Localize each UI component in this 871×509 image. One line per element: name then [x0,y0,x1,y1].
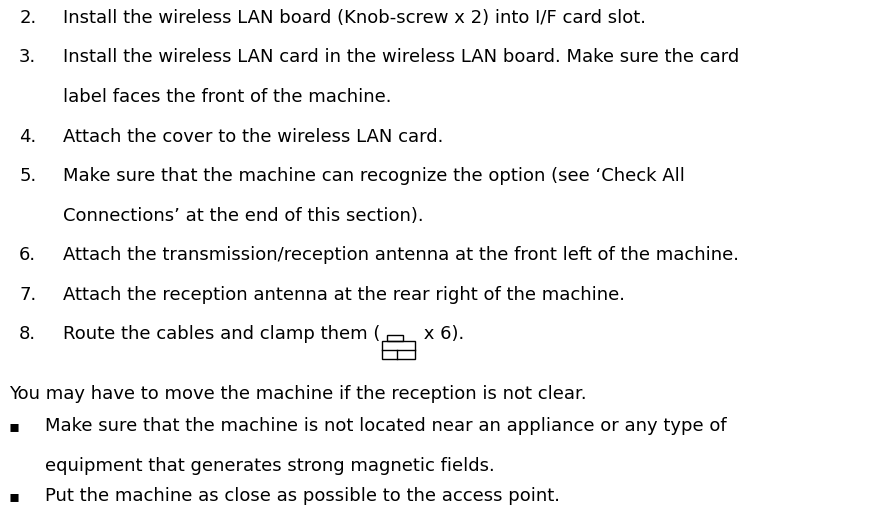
Text: 6.: 6. [19,246,37,264]
Bar [381,341,415,359]
Text: Make sure that the machine can recognize the option (see ‘Check All: Make sure that the machine can recognize… [63,167,685,185]
Text: ▪: ▪ [9,418,20,433]
Text: Install the wireless LAN board (Knob-screw x 2) into I/F card slot.: Install the wireless LAN board (Knob-scr… [63,9,645,27]
Text: 2.: 2. [19,9,37,27]
Text: 8.: 8. [19,325,37,343]
Text: 5.: 5. [19,167,37,185]
Text: x 6).: x 6). [417,325,463,343]
Text: Make sure that the machine is not located near an appliance or any type of: Make sure that the machine is not locate… [45,416,727,434]
Text: Attach the cover to the wireless LAN card.: Attach the cover to the wireless LAN car… [63,128,443,146]
Text: Put the machine as close as possible to the access point.: Put the machine as close as possible to … [45,486,560,504]
Text: Attach the transmission/reception antenna at the front left of the machine.: Attach the transmission/reception antenn… [63,246,739,264]
Text: ▪: ▪ [9,488,20,503]
Text: 3.: 3. [19,48,37,66]
Text: Connections’ at the end of this section).: Connections’ at the end of this section)… [63,207,423,224]
Text: 4.: 4. [19,128,37,146]
Text: equipment that generates strong magnetic fields.: equipment that generates strong magnetic… [45,456,495,474]
Text: You may have to move the machine if the reception is not clear.: You may have to move the machine if the … [9,384,586,402]
Text: Attach the reception antenna at the rear right of the machine.: Attach the reception antenna at the rear… [63,286,625,303]
Text: Route the cables and clamp them (: Route the cables and clamp them ( [63,325,380,343]
Text: Install the wireless LAN card in the wireless LAN board. Make sure the card: Install the wireless LAN card in the wir… [63,48,739,66]
Text: 7.: 7. [19,286,37,303]
Bar [387,336,403,341]
Text: label faces the front of the machine.: label faces the front of the machine. [63,88,391,106]
